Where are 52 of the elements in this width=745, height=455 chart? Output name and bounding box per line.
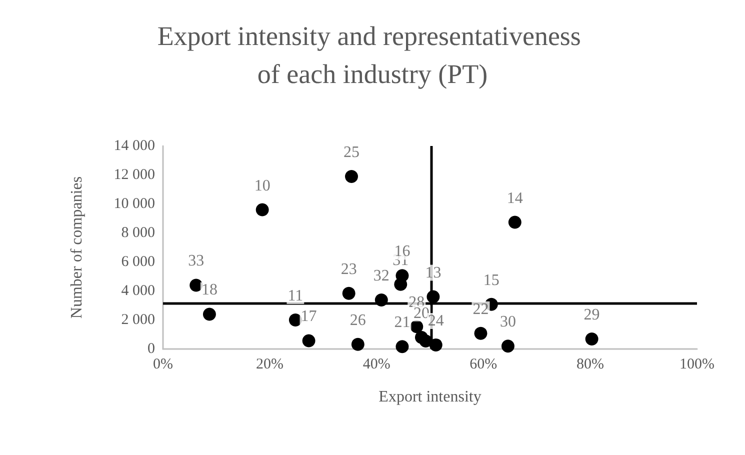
annotation: 11 [288, 288, 304, 304]
point [190, 278, 203, 292]
annotation: 17 [300, 308, 317, 326]
point [302, 334, 316, 348]
annotation: 29 [584, 306, 600, 324]
y-tick-label: 8 000 [121, 225, 155, 241]
x-tick-label: 40% [362, 356, 390, 372]
x-tick-label: 0% [153, 356, 173, 372]
point [508, 216, 522, 229]
point [202, 308, 216, 321]
point [501, 340, 514, 353]
y-tick-label: 14 000 [114, 138, 155, 154]
x-axis-title: Export intensity [378, 388, 482, 406]
point [256, 203, 269, 216]
point [429, 338, 442, 352]
point [374, 293, 388, 306]
annotation: 22 [472, 300, 489, 318]
x-tick-label: 60% [470, 356, 498, 372]
annotation: 14 [506, 190, 523, 207]
point [345, 170, 358, 183]
y-tick-label: 4 000 [121, 283, 155, 299]
y-tick-label: 2 000 [121, 312, 155, 328]
point [585, 332, 598, 346]
annotation: 23 [340, 260, 357, 278]
annotation: 30 [500, 314, 516, 331]
annotation: 15 [483, 272, 500, 289]
point [396, 269, 409, 282]
point [288, 314, 302, 326]
annotation: 13 [425, 264, 442, 282]
annotation: 26 [350, 312, 366, 329]
x-tick-label: 20% [256, 356, 284, 372]
annotation: 18 [201, 282, 218, 299]
x-tick-label: 100% [680, 356, 714, 372]
y-axis-title: Number of companies [68, 176, 86, 319]
annotation: 33 [188, 252, 204, 270]
annotation: 25 [344, 144, 360, 161]
y-tick-label: 12 000 [114, 167, 155, 183]
chart-title: Export intensity and representativeness of each industry (PT) [157, 21, 588, 89]
point [396, 340, 409, 354]
y-tick-label: 6 000 [121, 254, 155, 270]
annotation: 32 [373, 267, 390, 284]
y-tick-label: 10 000 [114, 196, 155, 212]
point [474, 326, 488, 340]
y-tick-label: 0 [148, 341, 155, 357]
annotation: 21 [394, 314, 410, 332]
point [426, 290, 440, 304]
point [351, 338, 364, 351]
annotation: 10 [254, 177, 270, 194]
annotation: 24 [428, 312, 444, 330]
x-tick-label: 80% [576, 356, 604, 372]
point [419, 334, 432, 348]
point [342, 286, 356, 300]
